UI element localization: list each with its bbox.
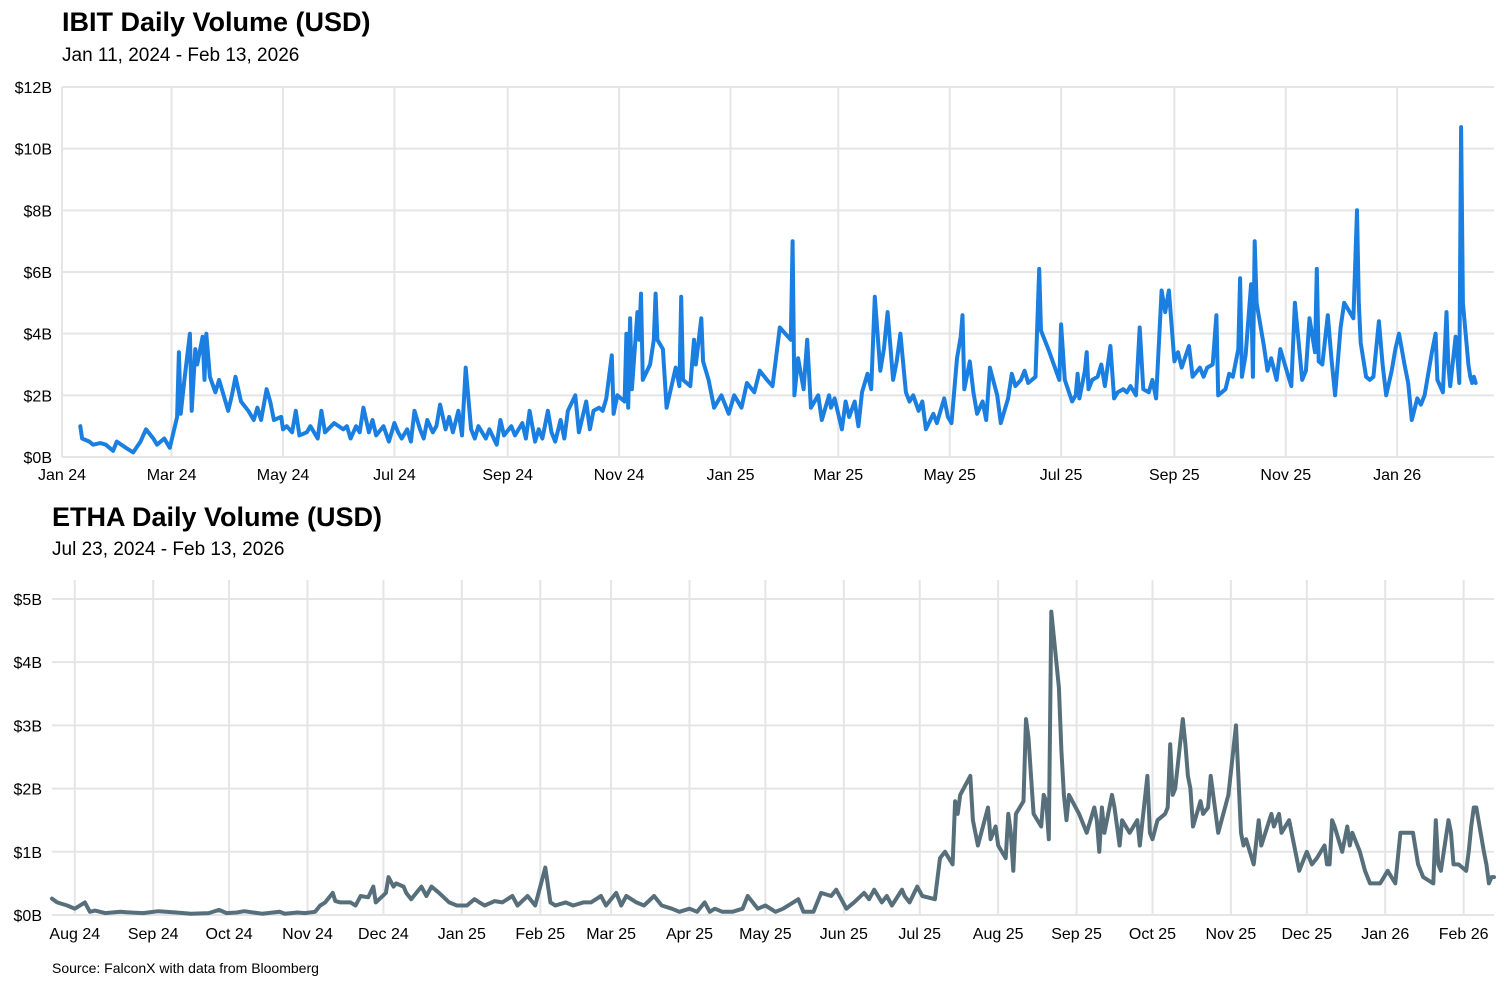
etha-y-tick-label: $0B bbox=[14, 908, 42, 925]
ibit-x-tick-label: Sep 24 bbox=[482, 467, 533, 484]
etha-x-tick-label: Nov 24 bbox=[282, 926, 333, 943]
etha-x-tick-label: Feb 25 bbox=[515, 926, 565, 943]
ibit-x-tick-label: Jan 24 bbox=[38, 467, 86, 484]
ibit-y-tick-label: $12B bbox=[15, 80, 52, 97]
ibit-plot: $0B $2B $4B $6B $8B $10B $12B Jan 24 Mar 24 May 2… bbox=[15, 80, 1494, 484]
etha-x-tick-label: May 25 bbox=[739, 926, 792, 943]
etha-x-tick-label: Nov 25 bbox=[1206, 926, 1257, 943]
ibit-x-tick-label: Sep 25 bbox=[1149, 467, 1200, 484]
ibit-x-tick-label: Jan 25 bbox=[706, 467, 754, 484]
ibit-x-tick-label: Mar 25 bbox=[813, 467, 863, 484]
ibit-x-tick-label: Mar 24 bbox=[147, 467, 197, 484]
etha-chart-title: ETHA Daily Volume (USD) bbox=[52, 502, 383, 532]
etha-x-tick-label: Aug 24 bbox=[49, 926, 100, 943]
ibit-chart-subtitle: Jan 11, 2024 - Feb 13, 2026 bbox=[62, 45, 300, 66]
etha-x-tick-label: Dec 24 bbox=[358, 926, 409, 943]
ibit-x-tick-label: Jul 24 bbox=[373, 467, 416, 484]
etha-x-tick-label: Oct 25 bbox=[1129, 926, 1176, 943]
etha-x-tick-label: Sep 25 bbox=[1051, 926, 1102, 943]
etha-x-tick-label: Apr 25 bbox=[666, 926, 713, 943]
etha-y-tick-label: $2B bbox=[14, 782, 42, 799]
etha-x-tick-label: Feb 26 bbox=[1439, 926, 1489, 943]
etha-chart-subtitle: Jul 23, 2024 - Feb 13, 2026 bbox=[52, 539, 285, 560]
etha-x-tick-label: Aug 25 bbox=[973, 926, 1024, 943]
etha-x-tick-label: Dec 25 bbox=[1281, 926, 1332, 943]
ibit-x-tick-label: Jan 26 bbox=[1373, 467, 1421, 484]
ibit-x-tick-label: May 24 bbox=[257, 467, 310, 484]
etha-y-tick-label: $3B bbox=[14, 718, 42, 735]
source-note: Source: FalconX with data from Bloomberg bbox=[52, 960, 319, 976]
ibit-x-tick-label: May 25 bbox=[923, 467, 976, 484]
ibit-y-tick-label: $10B bbox=[15, 142, 52, 159]
etha-x-tick-label: Jan 25 bbox=[438, 926, 486, 943]
ibit-y-tick-label: $8B bbox=[24, 203, 52, 220]
ibit-y-tick-label: $6B bbox=[24, 265, 52, 282]
etha-y-tick-label: $1B bbox=[14, 845, 42, 862]
ibit-series-line bbox=[78, 125, 1478, 455]
ibit-y-tick-label: $4B bbox=[24, 327, 52, 344]
ibit-y-tick-label: $2B bbox=[24, 388, 52, 405]
ibit-x-tick-label: Nov 24 bbox=[594, 467, 645, 484]
etha-series-line bbox=[50, 609, 1496, 916]
etha-y-tick-label: $5B bbox=[14, 592, 42, 609]
ibit-y-tick-label: $0B bbox=[24, 450, 52, 467]
etha-x-tick-label: Oct 24 bbox=[206, 926, 253, 943]
etha-y-tick-label: $4B bbox=[14, 655, 42, 672]
etha-x-tick-label: Jun 25 bbox=[820, 926, 868, 943]
etha-x-tick-label: Jan 26 bbox=[1361, 926, 1409, 943]
ibit-x-tick-label: Jul 25 bbox=[1040, 467, 1083, 484]
etha-x-tick-label: Mar 25 bbox=[586, 926, 636, 943]
ibit-chart-title: IBIT Daily Volume (USD) bbox=[62, 7, 371, 37]
ibit-x-tick-label: Nov 25 bbox=[1260, 467, 1311, 484]
etha-x-tick-label: Jul 25 bbox=[898, 926, 941, 943]
etha-x-tick-label: Sep 24 bbox=[128, 926, 179, 943]
etha-plot: $0B $1B $2B $3B $4B $5B Aug 24 Sep 24 Oct 24 Nov … bbox=[14, 580, 1496, 943]
